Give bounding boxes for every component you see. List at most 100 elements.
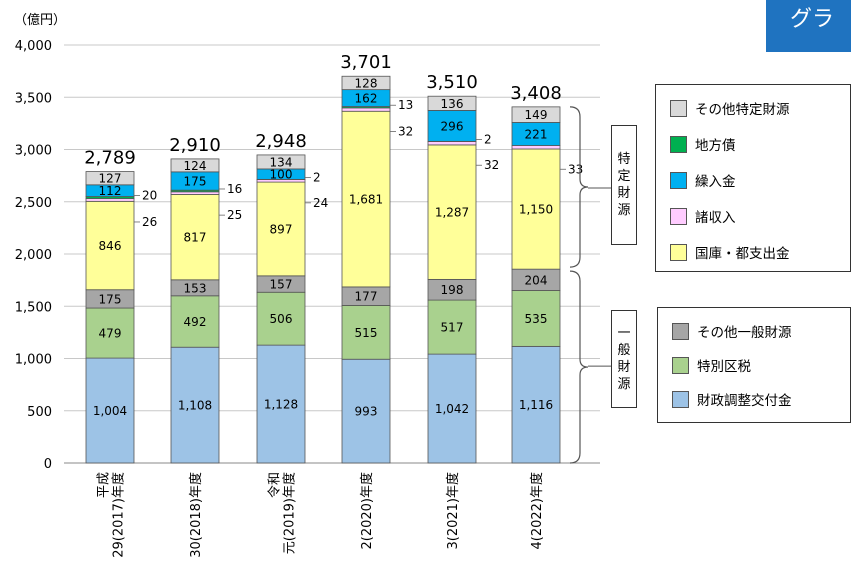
category-label-line: 2(2020)年度 <box>359 472 375 550</box>
legend-item-adjustment-grant: 財政調整交付金 <box>672 388 792 410</box>
legend-label: 特別区税 <box>697 359 751 375</box>
data-label-0: 1,128 <box>264 398 298 412</box>
legend-label: 国庫・都支出金 <box>695 246 790 262</box>
data-label-7: 149 <box>525 108 548 122</box>
bar-segment <box>511 290 561 347</box>
group-label-char: 一 <box>617 326 631 341</box>
bar-segment <box>511 148 561 270</box>
legend-label: 地方債 <box>695 138 736 154</box>
data-label-1: 515 <box>355 326 378 340</box>
bar-segment <box>427 299 477 355</box>
legend-swatch <box>670 207 687 225</box>
brace-specific <box>569 106 589 268</box>
data-label-3: 1,287 <box>435 206 469 220</box>
brace-general <box>569 270 589 464</box>
bar-segment <box>170 346 220 464</box>
bar-segment <box>256 154 306 170</box>
data-label-7: 124 <box>184 159 207 173</box>
data-label-local-bonds: 13 <box>398 98 413 112</box>
group-label-char: 源 <box>617 377 631 392</box>
data-label-3: 846 <box>99 239 122 253</box>
category-label: 3(2021)年度 <box>445 472 461 550</box>
bar-segment <box>170 158 220 173</box>
bar-segment <box>427 353 477 464</box>
legend-item-local-bonds: 地方債 <box>670 133 736 155</box>
y-tick-label: 2,000 <box>15 248 52 263</box>
legend-item-subsidies: 国庫・都支出金 <box>670 241 790 263</box>
data-label-3: 817 <box>184 231 207 245</box>
legend-swatch <box>670 99 687 117</box>
data-label-local-bonds: 16 <box>227 182 242 196</box>
category-label-line: 29(2017)年度 <box>111 472 127 558</box>
bar-total-label: 2,910 <box>169 135 221 156</box>
y-unit-label: （億円） <box>14 12 66 28</box>
group-label-specific: 特定財源 <box>611 125 637 245</box>
y-tick-label: 3,500 <box>15 91 52 106</box>
group-label-char: 般 <box>617 343 631 358</box>
data-label-6: 162 <box>355 92 378 106</box>
legend-label: 諸収入 <box>695 210 736 226</box>
y-tick-label: 1,500 <box>15 300 52 315</box>
category-label: 令和 元(2019)年度 <box>268 472 298 554</box>
bar-total-label: 3,408 <box>510 83 562 104</box>
y-tick-label: 2,500 <box>15 196 52 211</box>
data-label-3: 1,150 <box>519 203 553 217</box>
data-label-1: 535 <box>525 312 548 326</box>
y-tick-label: 0 <box>44 457 52 472</box>
category-label: 平成 29(2017)年度 <box>97 472 127 558</box>
category-label-line: 4(2022)年度 <box>529 472 545 550</box>
legend-swatch <box>670 135 687 153</box>
bar-segment <box>511 145 561 150</box>
bar-segment <box>170 194 220 281</box>
category-label-line: 30(2018)年度 <box>188 472 204 558</box>
bar-segment <box>85 200 135 291</box>
group-label-char: 特 <box>617 152 631 167</box>
y-tick-label: 3,000 <box>15 144 52 159</box>
data-label-0: 1,042 <box>435 402 469 416</box>
bar-total-label: 3,510 <box>426 72 478 93</box>
bar-segment <box>256 181 306 277</box>
data-label-misc-income: 26 <box>142 215 157 229</box>
bar-segment <box>427 141 477 146</box>
legend-item-other-specific: その他特定財源 <box>670 97 790 119</box>
category-label-line: 元(2019)年度 <box>282 472 298 554</box>
bar-segment <box>256 291 306 346</box>
bar-segment <box>341 75 391 91</box>
data-label-misc-income: 32 <box>484 158 499 172</box>
data-label-1: 479 <box>99 327 122 341</box>
data-label-3: 1,681 <box>349 193 383 207</box>
legend-specific: その他特定財源 地方債 繰入金 諸収入 国庫・都支出金 <box>655 84 851 272</box>
data-label-2: 175 <box>99 292 122 306</box>
bar-segment <box>85 307 135 359</box>
data-label-0: 1,004 <box>93 404 127 418</box>
bar-total-label: 2,948 <box>255 131 307 152</box>
bar-segment <box>427 95 477 111</box>
data-label-6: 175 <box>184 175 207 189</box>
data-label-1: 506 <box>270 312 293 326</box>
data-label-local-bonds: 2 <box>313 170 321 184</box>
bar-segment <box>511 345 561 464</box>
bar-segment <box>170 295 220 348</box>
bar-segment <box>341 110 391 288</box>
legend-item-other-general: その他一般財源 <box>672 320 792 342</box>
data-label-0: 1,116 <box>519 398 553 412</box>
group-label-char: 源 <box>617 203 631 218</box>
bar-segment <box>511 106 561 123</box>
bar-segment <box>341 107 391 112</box>
bar-segment <box>85 198 135 202</box>
data-label-3: 897 <box>270 222 293 236</box>
data-label-2: 177 <box>355 290 378 304</box>
data-label-local-bonds: 2 <box>484 132 492 146</box>
section-tab: グラ <box>766 0 851 52</box>
group-label-char: 財 <box>617 186 631 201</box>
legend-swatch <box>672 356 689 374</box>
data-label-misc-income: 33 <box>568 162 583 176</box>
data-label-2: 157 <box>270 278 293 292</box>
category-label-line: 3(2021)年度 <box>445 472 461 550</box>
data-label-7: 128 <box>355 76 378 90</box>
category-label: 4(2022)年度 <box>529 472 545 550</box>
legend-swatch <box>670 243 687 261</box>
data-label-2: 204 <box>525 273 548 287</box>
bar-segment <box>341 358 391 464</box>
data-label-7: 134 <box>270 155 293 169</box>
